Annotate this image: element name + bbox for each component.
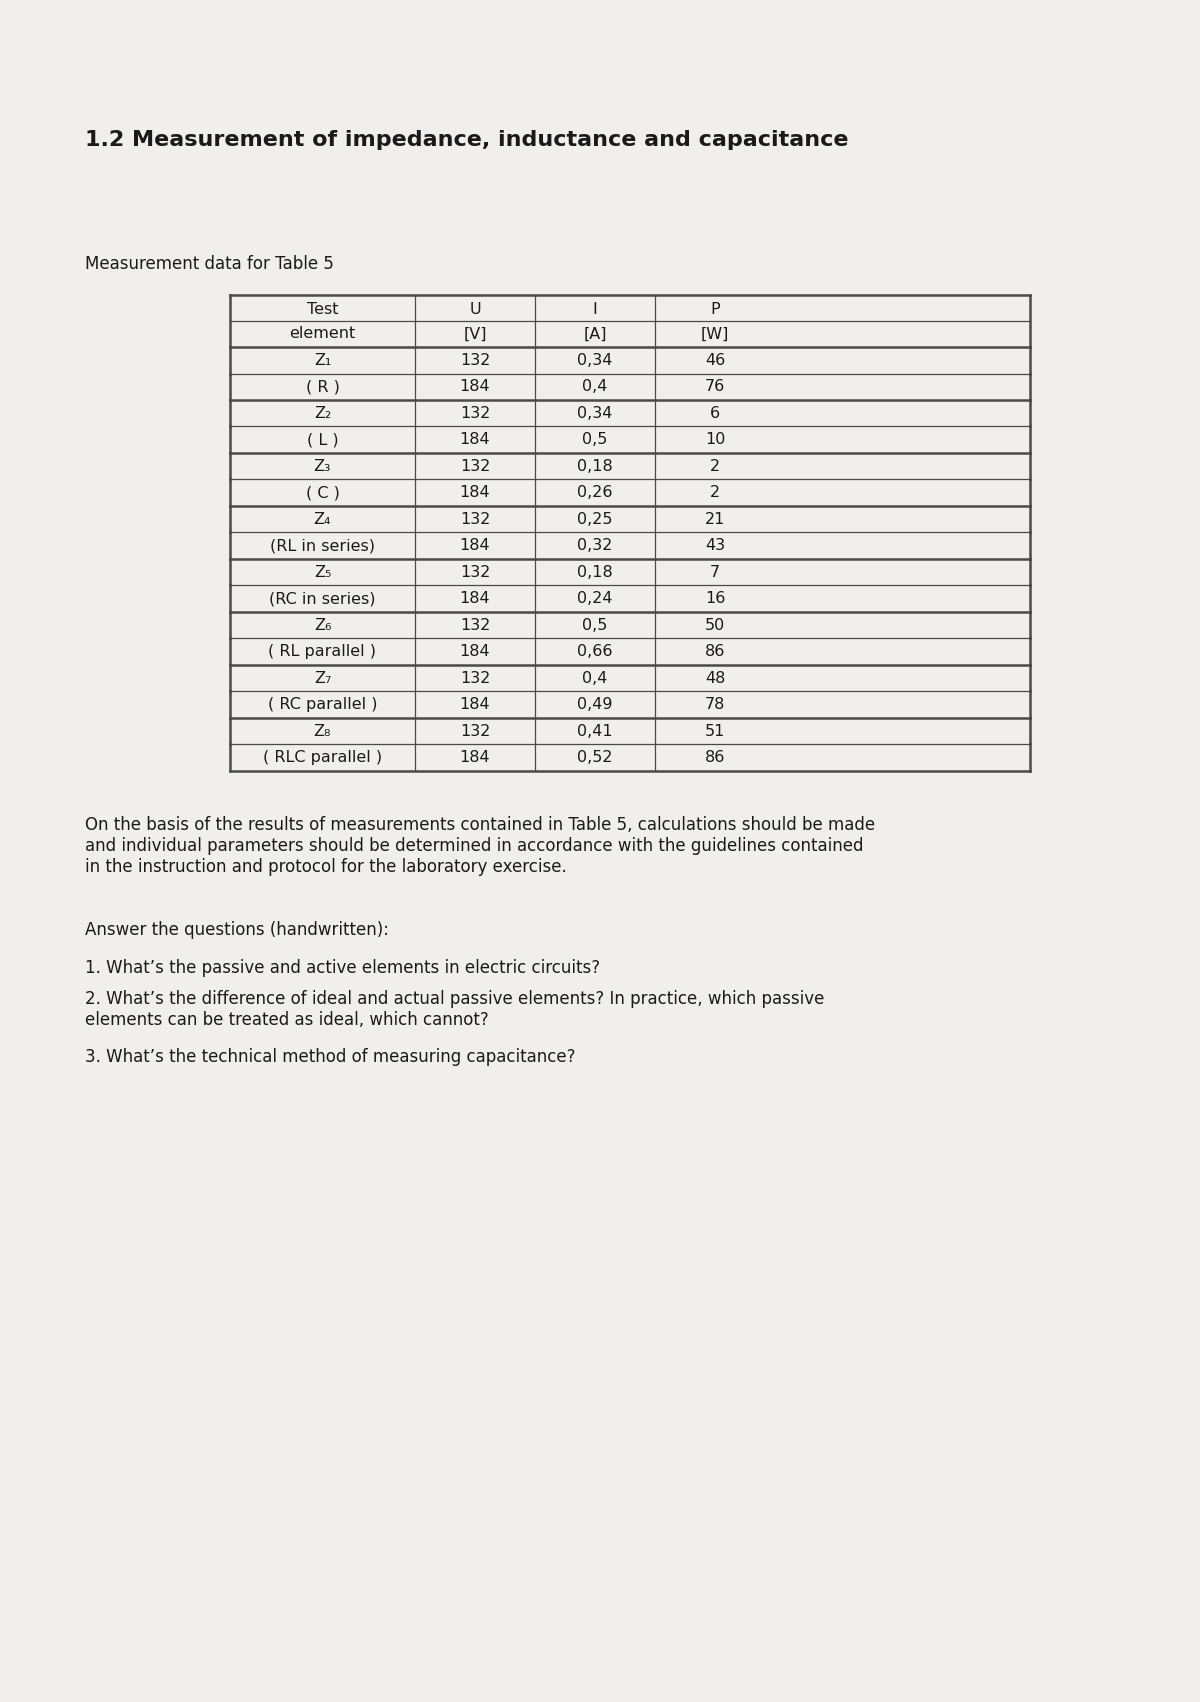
- Text: 0,5: 0,5: [582, 432, 607, 448]
- Text: 76: 76: [704, 380, 725, 395]
- Text: 0,24: 0,24: [577, 591, 613, 606]
- Text: ( L ): ( L ): [307, 432, 338, 448]
- Text: element: element: [289, 327, 355, 342]
- Text: Z₁: Z₁: [314, 352, 331, 368]
- Text: Z₂: Z₂: [314, 405, 331, 420]
- Text: ( RLC parallel ): ( RLC parallel ): [263, 751, 382, 766]
- Text: ( R ): ( R ): [306, 380, 340, 395]
- Text: 0,66: 0,66: [577, 645, 613, 659]
- Text: 184: 184: [460, 591, 491, 606]
- Text: [A]: [A]: [583, 327, 607, 342]
- Text: 184: 184: [460, 380, 491, 395]
- Text: P: P: [710, 301, 720, 317]
- Text: 1. What’s the passive and active elements in electric circuits?: 1. What’s the passive and active element…: [85, 958, 600, 977]
- Text: 86: 86: [704, 645, 725, 659]
- Text: Measurement data for Table 5: Measurement data for Table 5: [85, 255, 334, 272]
- Text: [W]: [W]: [701, 327, 730, 342]
- Text: 132: 132: [460, 565, 490, 580]
- Text: 6: 6: [710, 405, 720, 420]
- Text: 132: 132: [460, 512, 490, 526]
- Text: Z₄: Z₄: [313, 512, 331, 526]
- Text: 184: 184: [460, 432, 491, 448]
- Text: 2: 2: [710, 460, 720, 473]
- Text: 0,25: 0,25: [577, 512, 613, 526]
- Text: 132: 132: [460, 618, 490, 633]
- Text: (RC in series): (RC in series): [269, 591, 376, 606]
- Text: 2: 2: [710, 485, 720, 500]
- Text: 43: 43: [704, 538, 725, 553]
- Text: 0,52: 0,52: [577, 751, 613, 766]
- Text: 184: 184: [460, 645, 491, 659]
- Text: 50: 50: [704, 618, 725, 633]
- Text: 184: 184: [460, 751, 491, 766]
- Text: 132: 132: [460, 405, 490, 420]
- Text: 0,26: 0,26: [577, 485, 613, 500]
- Text: (RL in series): (RL in series): [270, 538, 374, 553]
- Text: 46: 46: [704, 352, 725, 368]
- Text: 48: 48: [704, 671, 725, 686]
- Text: Test: Test: [307, 301, 338, 317]
- Text: 184: 184: [460, 538, 491, 553]
- Text: [V]: [V]: [463, 327, 487, 342]
- Text: 132: 132: [460, 723, 490, 739]
- Text: 132: 132: [460, 352, 490, 368]
- Text: 0,34: 0,34: [577, 405, 613, 420]
- Text: On the basis of the results of measurements contained in Table 5, calculations s: On the basis of the results of measureme…: [85, 815, 875, 875]
- Text: ( RL parallel ): ( RL parallel ): [269, 645, 377, 659]
- Text: 0,49: 0,49: [577, 698, 613, 711]
- Text: Answer the questions (handwritten):: Answer the questions (handwritten):: [85, 921, 389, 940]
- Text: 78: 78: [704, 698, 725, 711]
- Text: U: U: [469, 301, 481, 317]
- Text: 16: 16: [704, 591, 725, 606]
- Text: Z₆: Z₆: [314, 618, 331, 633]
- Text: Z₇: Z₇: [314, 671, 331, 686]
- Text: 0,5: 0,5: [582, 618, 607, 633]
- Text: ( C ): ( C ): [306, 485, 340, 500]
- Text: Z₈: Z₈: [313, 723, 331, 739]
- Text: Z₅: Z₅: [314, 565, 331, 580]
- Text: 0,18: 0,18: [577, 460, 613, 473]
- Text: 0,34: 0,34: [577, 352, 613, 368]
- Text: 10: 10: [704, 432, 725, 448]
- Text: 51: 51: [704, 723, 725, 739]
- Text: ( RC parallel ): ( RC parallel ): [268, 698, 377, 711]
- Text: 86: 86: [704, 751, 725, 766]
- Text: 132: 132: [460, 671, 490, 686]
- Text: Z₃: Z₃: [313, 460, 331, 473]
- Text: I: I: [593, 301, 598, 317]
- Text: 1.2 Measurement of impedance, inductance and capacitance: 1.2 Measurement of impedance, inductance…: [85, 129, 848, 150]
- Text: 184: 184: [460, 485, 491, 500]
- Text: 132: 132: [460, 460, 490, 473]
- Text: 0,4: 0,4: [582, 380, 607, 395]
- Text: 0,4: 0,4: [582, 671, 607, 686]
- Text: 3. What’s the technical method of measuring capacitance?: 3. What’s the technical method of measur…: [85, 1048, 576, 1065]
- Text: 0,41: 0,41: [577, 723, 613, 739]
- Text: 184: 184: [460, 698, 491, 711]
- Text: 7: 7: [710, 565, 720, 580]
- Text: 0,18: 0,18: [577, 565, 613, 580]
- Text: 2. What’s the difference of ideal and actual passive elements? In practice, whic: 2. What’s the difference of ideal and ac…: [85, 991, 824, 1028]
- Text: 21: 21: [704, 512, 725, 526]
- Text: 0,32: 0,32: [577, 538, 613, 553]
